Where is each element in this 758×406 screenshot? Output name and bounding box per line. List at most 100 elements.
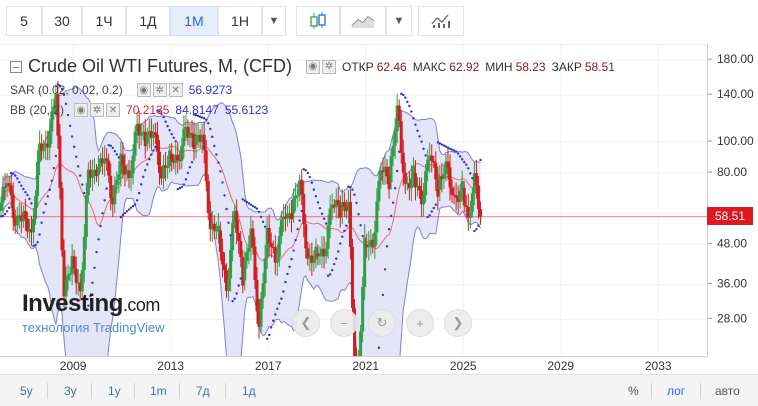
candle-body bbox=[424, 171, 428, 196]
gear-icon[interactable]: ✲ bbox=[152, 83, 167, 97]
sar-dot bbox=[217, 161, 220, 164]
range-1y[interactable]: 1y bbox=[108, 384, 121, 398]
range-1m[interactable]: 1m bbox=[150, 384, 167, 398]
sar-dot bbox=[168, 129, 171, 132]
candle-body bbox=[235, 210, 239, 233]
price-axis-svg: 180.00140.00100.0080.0060.0048.0036.0028… bbox=[708, 52, 754, 325]
sar-dot bbox=[404, 96, 407, 99]
sar-dot bbox=[36, 241, 39, 244]
eye-icon[interactable]: ◉ bbox=[136, 83, 151, 97]
interval-1d-button[interactable]: 1Д bbox=[126, 6, 170, 36]
last-price-tag: 58.51 bbox=[707, 206, 753, 225]
auto-scale-toggle[interactable]: авто bbox=[715, 384, 740, 398]
candle-body bbox=[440, 176, 444, 180]
interval-1m-button[interactable]: 1М bbox=[170, 6, 218, 36]
sar-dot bbox=[245, 200, 249, 204]
close-value: 58.51 bbox=[584, 59, 615, 74]
sar-dot bbox=[420, 140, 423, 143]
indicators-button[interactable] bbox=[418, 6, 464, 36]
price-tick-label: 140.00 bbox=[717, 87, 754, 101]
eye-icon[interactable]: ◉ bbox=[74, 103, 89, 117]
candle-body bbox=[9, 185, 13, 196]
sar-dot bbox=[278, 302, 281, 305]
chart-type-candles-button[interactable] bbox=[296, 6, 340, 36]
interval-5-button[interactable]: 5 bbox=[6, 6, 42, 36]
chart-type-area-button[interactable] bbox=[340, 6, 386, 36]
candle-body bbox=[137, 123, 141, 136]
candle-body bbox=[438, 176, 442, 190]
candle-body bbox=[74, 268, 78, 283]
candle-body bbox=[361, 287, 365, 332]
interval-30-button[interactable]: 30 bbox=[42, 6, 82, 36]
sar-dot bbox=[72, 145, 76, 149]
range-5y[interactable]: 5y bbox=[20, 384, 33, 398]
candle-body bbox=[330, 204, 334, 209]
sar-dot bbox=[186, 171, 190, 175]
reset-button[interactable]: ↻ bbox=[368, 309, 396, 337]
candle-body bbox=[253, 246, 257, 280]
sar-dot bbox=[219, 170, 222, 173]
candle-body bbox=[231, 222, 235, 251]
interval-1w-button[interactable]: 1Н bbox=[218, 6, 262, 36]
chart-plot-area[interactable] bbox=[0, 44, 707, 357]
scroll-left-button[interactable]: ❮ bbox=[292, 309, 320, 337]
close-icon[interactable]: ✕ bbox=[168, 83, 183, 97]
sar-dot bbox=[22, 187, 25, 191]
candle-body bbox=[472, 173, 476, 194]
candle-body bbox=[379, 170, 383, 181]
range-3y[interactable]: 3y bbox=[64, 384, 77, 398]
tradingview-credit[interactable]: технология TradingView bbox=[22, 320, 165, 335]
sar-dot bbox=[117, 156, 121, 159]
candle-body bbox=[277, 236, 281, 258]
interval-1h-button[interactable]: 1Ч bbox=[82, 6, 126, 36]
collapse-icon[interactable] bbox=[10, 60, 22, 73]
sar-dot bbox=[74, 155, 78, 158]
candle-body bbox=[23, 210, 27, 219]
sar-dot bbox=[270, 326, 273, 329]
candle-body bbox=[407, 183, 411, 189]
sar-dot bbox=[91, 281, 94, 285]
bb-upper-value: 70.2135 bbox=[126, 103, 170, 117]
range-1d[interactable]: 1д bbox=[242, 384, 256, 398]
candle-body bbox=[227, 278, 231, 291]
candle-body bbox=[395, 105, 399, 131]
candle-body bbox=[196, 134, 200, 137]
sar-dot bbox=[302, 168, 305, 171]
candle-body bbox=[434, 162, 438, 180]
close-icon[interactable]: ✕ bbox=[106, 103, 121, 117]
price-tick-label: 28.00 bbox=[717, 311, 747, 325]
eye-icon[interactable]: ◉ bbox=[306, 59, 321, 74]
gear-icon[interactable]: ✲ bbox=[322, 59, 337, 74]
interval-dropdown-button[interactable]: ▼ bbox=[262, 6, 286, 36]
sar-dot bbox=[261, 220, 265, 224]
range-7d[interactable]: 7д bbox=[196, 384, 210, 398]
sar-dot bbox=[16, 177, 19, 180]
sar-dot bbox=[172, 136, 175, 140]
chart-legend: Crude Oil WTI Futures, M, (CFD) ◉ ✲ ОТКР… bbox=[10, 56, 615, 117]
sar-dot bbox=[26, 193, 29, 197]
sar-dot bbox=[9, 171, 13, 175]
candle-body bbox=[90, 172, 94, 178]
sar-dot bbox=[50, 179, 54, 182]
range-separator bbox=[134, 383, 135, 399]
candle-body bbox=[415, 185, 419, 188]
candle-body bbox=[269, 243, 273, 248]
candle-body bbox=[186, 126, 190, 138]
scroll-right-button[interactable]: ❯ bbox=[444, 309, 472, 337]
sar-dot bbox=[103, 199, 106, 202]
candle-body bbox=[151, 132, 155, 138]
gear-icon[interactable]: ✲ bbox=[90, 103, 105, 117]
sar-dot bbox=[209, 127, 212, 131]
log-scale-toggle[interactable]: лог bbox=[667, 384, 686, 398]
zoom-in-button[interactable]: + bbox=[406, 309, 434, 337]
sar-dot bbox=[196, 114, 200, 118]
sar-dot bbox=[385, 245, 389, 248]
sar-dot bbox=[162, 115, 165, 119]
zoom-out-button[interactable]: − bbox=[330, 309, 358, 337]
percent-scale-toggle[interactable]: % bbox=[628, 384, 639, 398]
time-axis[interactable]: 2009 2013 2017 2021 2025 2029 2033 bbox=[0, 356, 707, 374]
chart-type-dropdown-button[interactable]: ▼ bbox=[386, 6, 412, 36]
price-axis[interactable]: 180.00140.00100.0080.0060.0048.0036.0028… bbox=[707, 44, 758, 356]
sar-dot bbox=[243, 199, 247, 202]
candle-body bbox=[450, 187, 454, 195]
